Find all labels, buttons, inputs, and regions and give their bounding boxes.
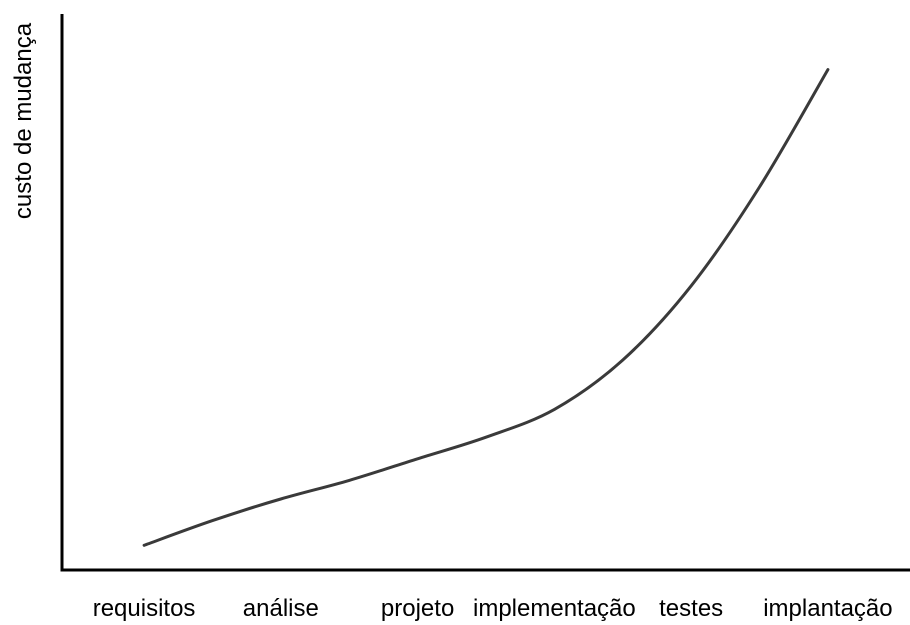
- y-axis-label: custo de mudança: [10, 22, 37, 219]
- x-tick-label-1: análise: [243, 595, 319, 622]
- x-tick-label-5: implantação: [763, 595, 892, 622]
- x-tick-label-3: implementação: [473, 595, 636, 622]
- series-layer: [142, 68, 830, 547]
- x-tick-label-4: testes: [659, 595, 723, 622]
- x-tick-label-2: projeto: [381, 595, 454, 622]
- series-line-0: [142, 68, 830, 547]
- x-tick-label-0: requisitos: [93, 595, 196, 622]
- x-tick-labels: requisitos análise projeto implementação tes…: [93, 595, 893, 622]
